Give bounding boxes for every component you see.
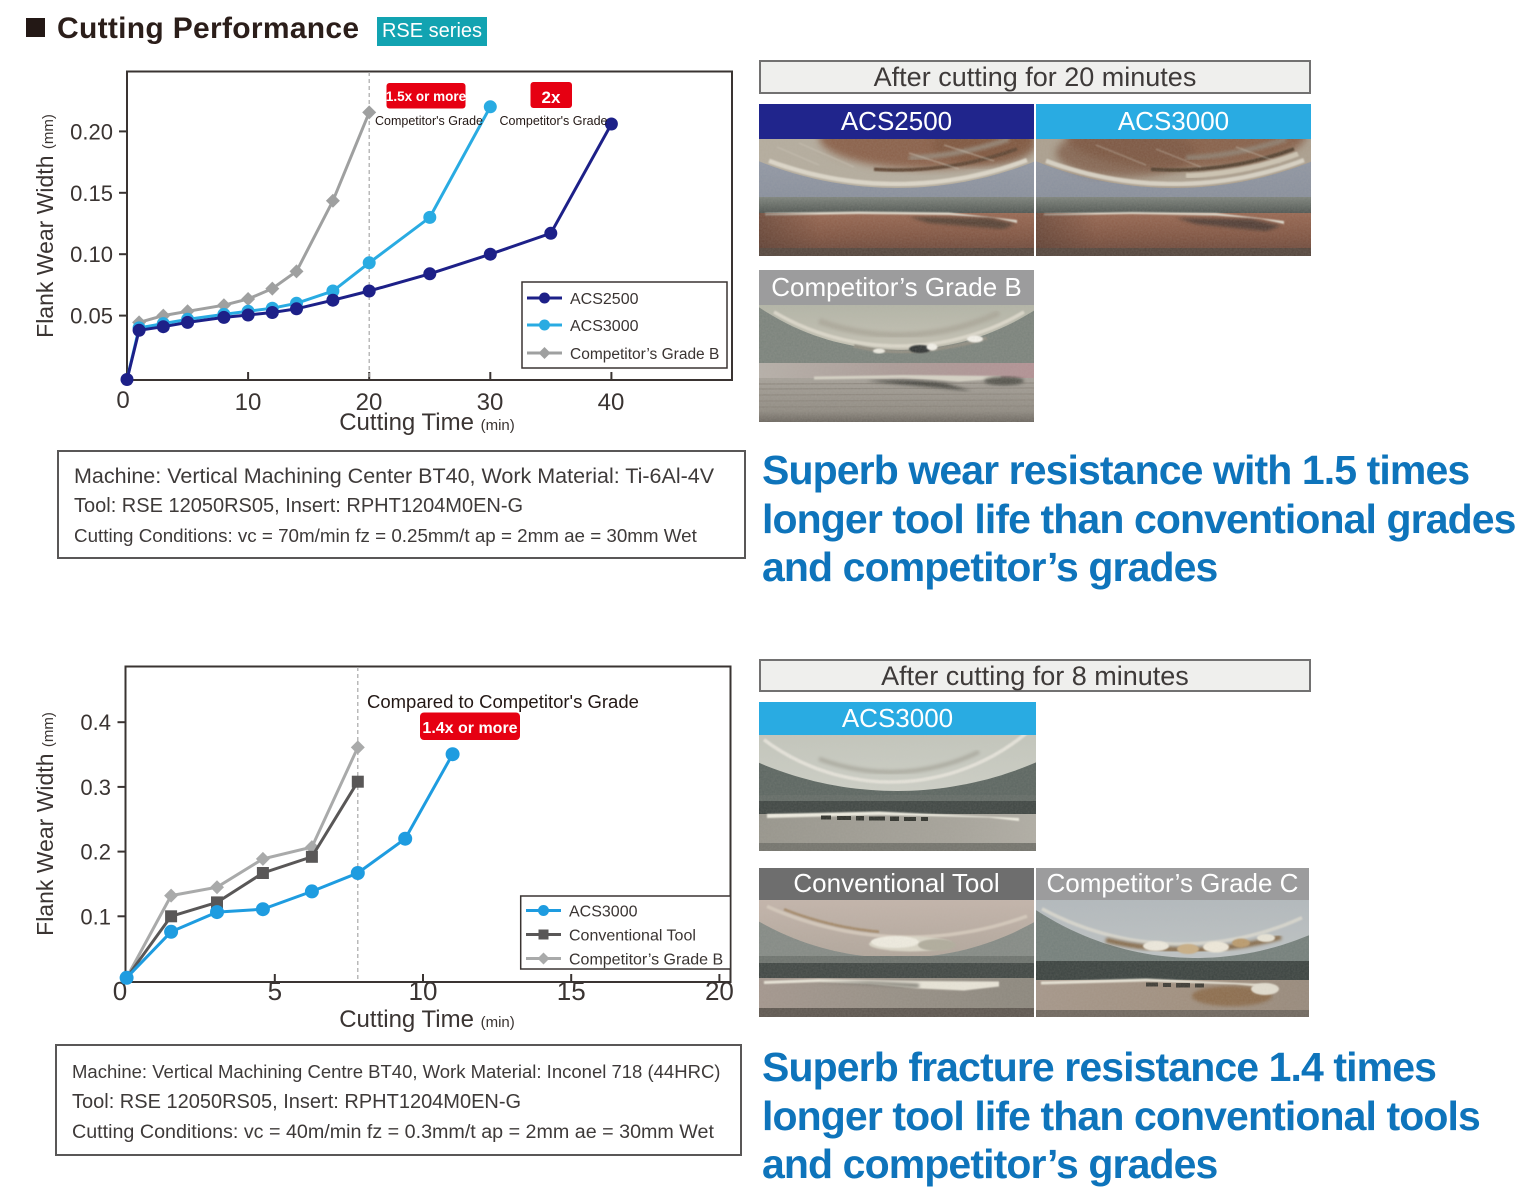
svg-text:0.20: 0.20 — [70, 119, 113, 144]
svg-text:0.15: 0.15 — [70, 181, 113, 206]
svg-text:2x: 2x — [542, 88, 561, 107]
svg-text:Competitor's Grade: Competitor's Grade — [375, 114, 483, 128]
svg-text:ACS3000: ACS3000 — [569, 904, 638, 921]
svg-text:0.2: 0.2 — [80, 840, 111, 865]
svg-text:Conventional Tool: Conventional Tool — [569, 928, 696, 945]
svg-text:40: 40 — [598, 389, 625, 416]
svg-text:20: 20 — [356, 389, 383, 416]
svg-text:Flank Wear Width (mm): Flank Wear Width (mm) — [32, 712, 58, 936]
svg-text:Compared to Competitor's Grade: Compared to Competitor's Grade — [367, 691, 639, 712]
svg-text:ACS2500: ACS2500 — [570, 291, 639, 308]
svg-text:20: 20 — [705, 976, 734, 1006]
svg-text:Competitor’s Grade B: Competitor’s Grade B — [569, 952, 723, 969]
svg-text:30: 30 — [477, 389, 504, 416]
svg-text:Flank Wear Width (mm): Flank Wear Width (mm) — [32, 114, 58, 338]
svg-text:Cutting Time (min): Cutting Time (min) — [339, 1006, 515, 1033]
svg-text:1.5x or more: 1.5x or more — [386, 89, 467, 104]
svg-text:0.10: 0.10 — [70, 242, 113, 267]
svg-text:1.4x or more: 1.4x or more — [422, 720, 517, 737]
svg-text:0: 0 — [116, 387, 129, 414]
svg-text:Cutting Time (min): Cutting Time (min) — [339, 409, 515, 436]
svg-text:0.4: 0.4 — [80, 710, 111, 735]
svg-text:15: 15 — [557, 976, 586, 1006]
svg-text:0.05: 0.05 — [70, 304, 113, 329]
svg-text:5: 5 — [268, 976, 282, 1006]
svg-text:0.3: 0.3 — [80, 775, 111, 800]
svg-text:ACS3000: ACS3000 — [570, 318, 639, 335]
svg-text:10: 10 — [409, 976, 438, 1006]
svg-text:Competitor’s Grade B: Competitor’s Grade B — [570, 346, 719, 363]
svg-text:0.1: 0.1 — [80, 904, 111, 929]
svg-text:10: 10 — [235, 389, 262, 416]
svg-text:Competitor's Grade: Competitor's Grade — [500, 114, 608, 128]
